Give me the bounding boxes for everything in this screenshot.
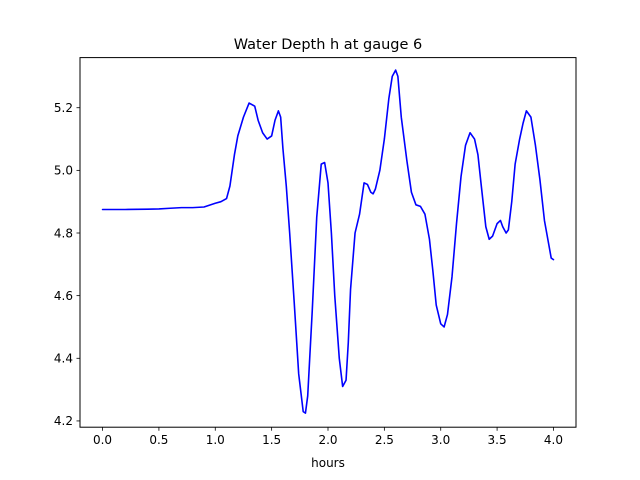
x-tick-label: 1.0 xyxy=(206,433,225,447)
x-tick-label: 3.5 xyxy=(488,433,507,447)
y-tick-label: 5.2 xyxy=(54,101,73,115)
y-tick-label: 4.6 xyxy=(54,289,73,303)
y-tick-label: 4.2 xyxy=(54,414,73,428)
plot-frame xyxy=(79,57,577,428)
chart-title: Water Depth h at gauge 6 xyxy=(234,37,422,53)
y-tick-label: 4.8 xyxy=(54,226,73,240)
y-tick-label: 5.0 xyxy=(54,164,73,178)
x-axis-ticks: 0.0 0.5 1.0 1.5 2.0 2.5 3.0 3.5 4.0 xyxy=(93,427,563,447)
y-axis-ticks: 4.2 4.4 4.6 4.8 5.0 5.2 xyxy=(54,101,80,428)
x-tick-label: 2.5 xyxy=(375,433,394,447)
x-tick-label: 2.0 xyxy=(318,433,337,447)
x-tick-label: 0.5 xyxy=(149,433,168,447)
series-line-0 xyxy=(101,69,555,414)
x-tick-label: 4.0 xyxy=(544,433,563,447)
y-tick-label: 4.4 xyxy=(54,352,73,366)
x-tick-label: 0.0 xyxy=(93,433,112,447)
x-axis-label: hours xyxy=(311,456,345,470)
x-tick-label: 3.0 xyxy=(431,433,450,447)
x-tick-label: 1.5 xyxy=(262,433,281,447)
plot-layer xyxy=(101,69,555,414)
